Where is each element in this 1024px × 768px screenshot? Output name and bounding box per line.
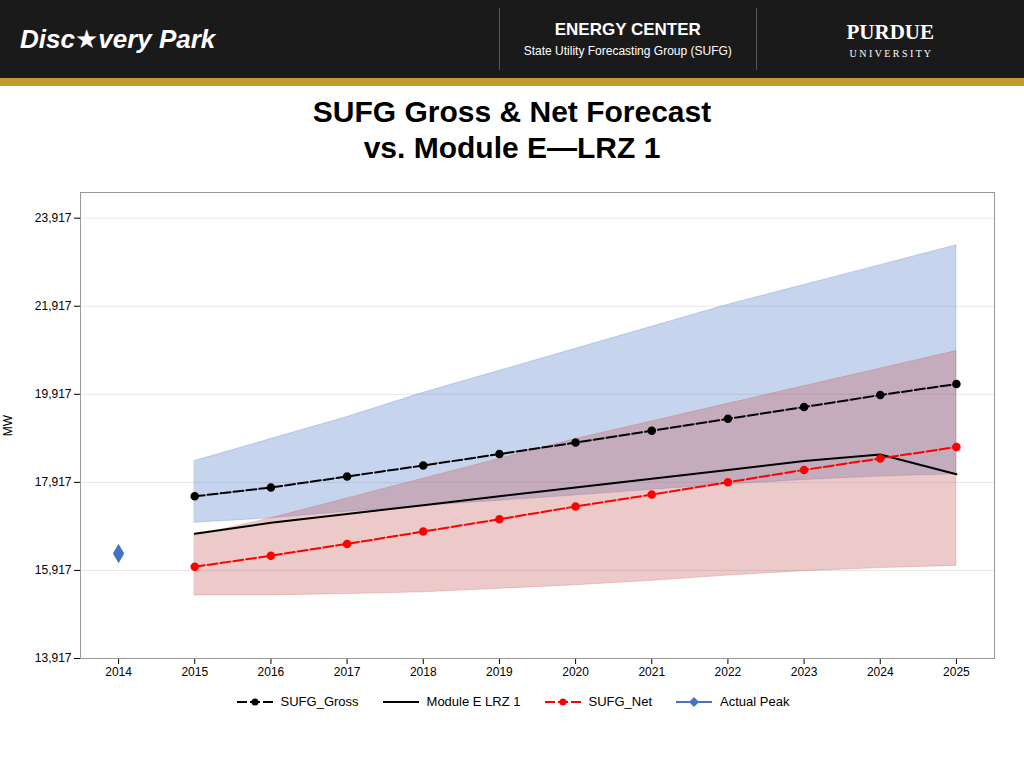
svg-text:2018: 2018 xyxy=(410,665,437,679)
svg-text:2019: 2019 xyxy=(486,665,513,679)
svg-text:2017: 2017 xyxy=(334,665,361,679)
svg-text:2025: 2025 xyxy=(943,665,970,679)
html-text:State Utility Forecasting Grou: State Utility Forecasting Group (SUFG) xyxy=(523,44,732,58)
svg-text:19,917: 19,917 xyxy=(35,387,72,401)
html-text:SUFG_Net: SUFG_Net xyxy=(588,694,653,709)
html-text:Disc★very Park: Disc★very Park xyxy=(20,23,216,54)
html-text:Module E LRZ 1: Module E LRZ 1 xyxy=(426,694,521,709)
svg-text:2020: 2020 xyxy=(562,665,589,679)
html-text:U N I V E R S I T Y: U N I V E R S I T Y xyxy=(849,47,931,59)
svg-text:15,917: 15,917 xyxy=(35,563,72,577)
svg-text:2021: 2021 xyxy=(638,665,665,679)
svg-text:2024: 2024 xyxy=(867,665,894,679)
html-text:SUFG Gross & Net Forecast vs.: SUFG Gross & Net Forecast vs. Module E—L… xyxy=(312,95,712,164)
html-text:Actual Peak: Actual Peak xyxy=(720,694,790,709)
svg-text:17,917: 17,917 xyxy=(35,475,72,489)
svg-text:13,917: 13,917 xyxy=(35,651,72,665)
svg-text:23,917: 23,917 xyxy=(35,211,72,225)
html-text:ENERGY CENTER: ENERGY CENTER xyxy=(554,20,701,39)
html-text:PURDUE: PURDUE xyxy=(846,19,934,44)
html-text:SUFG_Gross: SUFG_Gross xyxy=(280,694,359,709)
svg-text:2016: 2016 xyxy=(258,665,285,679)
svg-text:2015: 2015 xyxy=(181,665,208,679)
svg-text:2014: 2014 xyxy=(105,665,132,679)
svg-text:2022: 2022 xyxy=(715,665,742,679)
svg-text:MW: MW xyxy=(1,414,15,436)
svg-text:21,917: 21,917 xyxy=(35,299,72,313)
svg-text:2023: 2023 xyxy=(791,665,818,679)
